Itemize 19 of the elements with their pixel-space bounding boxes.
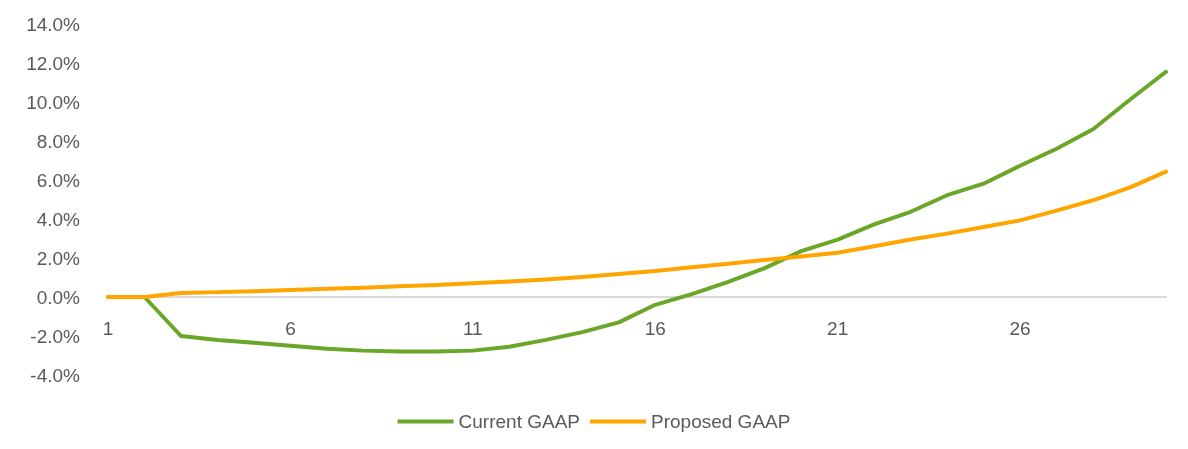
x-tick-label: 6 bbox=[285, 318, 296, 339]
y-tick-label: 0.0% bbox=[36, 286, 81, 308]
line-series bbox=[106, 169, 1168, 299]
y-tick-label: -2.0% bbox=[30, 325, 81, 347]
legend-label: Current GAAP bbox=[458, 411, 581, 432]
y-tick-label: 12.0% bbox=[26, 52, 81, 74]
y-tick-label: 14.0% bbox=[26, 13, 81, 35]
x-tick-label: 26 bbox=[1009, 318, 1031, 339]
legend-label: Proposed GAAP bbox=[651, 411, 791, 432]
x-tick-label: 11 bbox=[462, 318, 483, 339]
x-tick-label: 16 bbox=[644, 318, 666, 339]
y-tick-label: 4.0% bbox=[36, 208, 81, 230]
y-tick-label: 10.0% bbox=[26, 91, 81, 113]
y-tick-label: 6.0% bbox=[36, 169, 81, 191]
y-tick-label: -4.0% bbox=[30, 364, 81, 386]
x-tick-label: 21 bbox=[827, 318, 849, 339]
y-tick-label: 8.0% bbox=[36, 130, 81, 152]
y-tick-label: 2.0% bbox=[36, 247, 81, 269]
x-tick-label: 1 bbox=[102, 318, 114, 339]
